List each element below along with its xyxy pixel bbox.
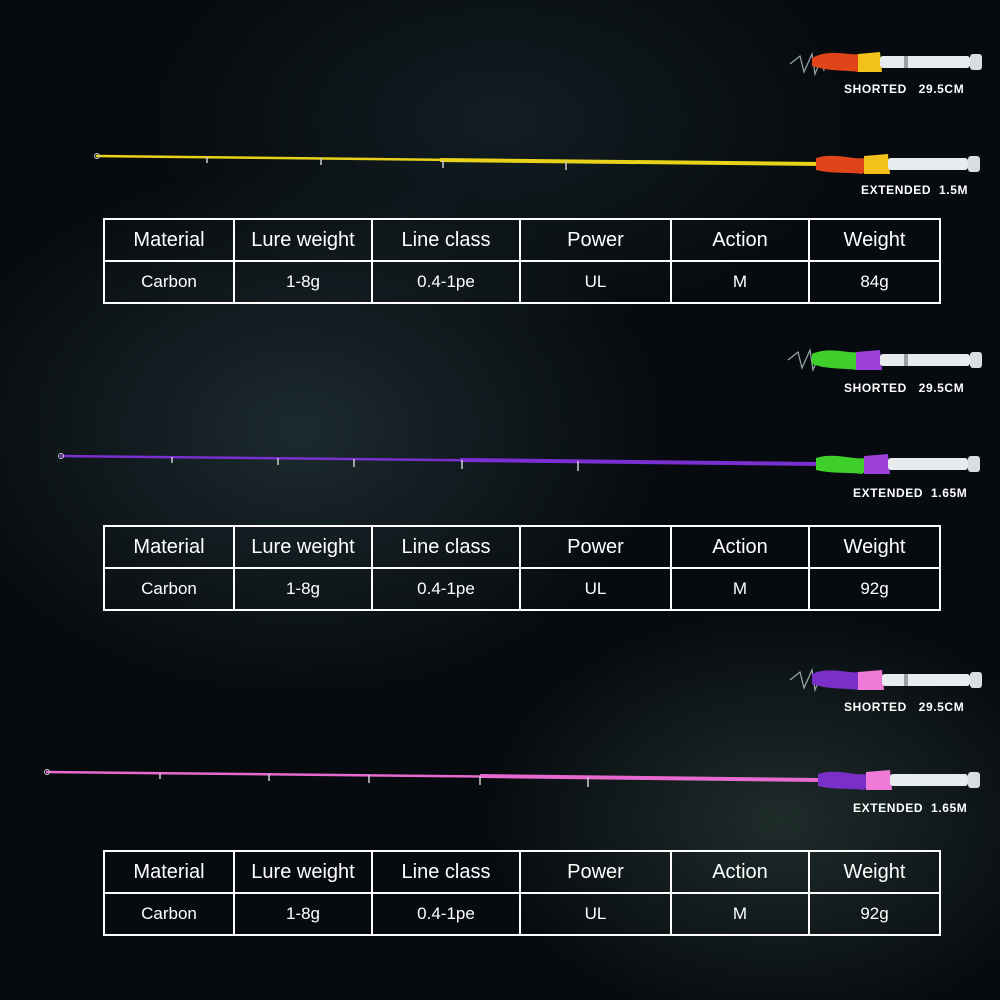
header-material: Material xyxy=(103,218,235,262)
header-power: Power xyxy=(519,850,672,894)
rod-3-spec-table: Material Lure weight Line class Power Ac… xyxy=(103,850,941,936)
header-action: Action xyxy=(670,850,810,894)
rod-section-2: SHORTED 29.5CM EXTENDED 1.65M Material L… xyxy=(58,347,982,611)
value-lure-weight: 1-8g xyxy=(233,567,373,611)
rod-1-shorted-label: SHORTED 29.5CM xyxy=(844,82,965,96)
header-material: Material xyxy=(103,850,235,894)
value-line-class: 0.4-1pe xyxy=(371,260,521,304)
rod-2-illustration xyxy=(58,347,982,474)
spec-value-row: Carbon 1-8g 0.4-1pe UL M 92g xyxy=(103,892,941,936)
spec-value-row: Carbon 1-8g 0.4-1pe UL M 84g xyxy=(103,260,941,304)
spec-value-row: Carbon 1-8g 0.4-1pe UL M 92g xyxy=(103,567,941,611)
header-material: Material xyxy=(103,525,235,569)
rod-2-extended-image xyxy=(58,453,980,474)
value-material: Carbon xyxy=(103,260,235,304)
rod-3-illustration xyxy=(44,667,982,790)
rod-3-extended-label: EXTENDED 1.65M xyxy=(853,801,968,815)
value-weight: 92g xyxy=(808,892,941,936)
header-lure-weight: Lure weight xyxy=(233,218,373,262)
rod-1-spec-table: Material Lure weight Line class Power Ac… xyxy=(103,218,941,304)
rod-1-extended-label: EXTENDED 1.5M xyxy=(861,183,969,197)
rod-1-shorted-image xyxy=(789,51,982,77)
rod-1-illustration xyxy=(94,51,982,174)
header-lure-weight: Lure weight xyxy=(233,525,373,569)
value-power: UL xyxy=(519,567,672,611)
value-material: Carbon xyxy=(103,892,235,936)
value-weight: 92g xyxy=(808,567,941,611)
spec-header-row: Material Lure weight Line class Power Ac… xyxy=(103,218,941,262)
value-lure-weight: 1-8g xyxy=(233,892,373,936)
header-weight: Weight xyxy=(808,525,941,569)
header-power: Power xyxy=(519,218,672,262)
value-weight: 84g xyxy=(808,260,941,304)
value-power: UL xyxy=(519,892,672,936)
rod-2-shorted-label: SHORTED 29.5CM xyxy=(844,381,965,395)
header-lure-weight: Lure weight xyxy=(233,850,373,894)
header-weight: Weight xyxy=(808,218,941,262)
header-weight: Weight xyxy=(808,850,941,894)
value-action: M xyxy=(670,260,810,304)
header-line-class: Line class xyxy=(371,850,521,894)
value-line-class: 0.4-1pe xyxy=(371,892,521,936)
value-material: Carbon xyxy=(103,567,235,611)
rod-2-shorted-image xyxy=(787,347,982,373)
rod-2-extended-label: EXTENDED 1.65M xyxy=(853,486,968,500)
value-line-class: 0.4-1pe xyxy=(371,567,521,611)
rod-section-3: SHORTED 29.5CM EXTENDED 1.65M Material L… xyxy=(44,667,982,936)
rod-2-spec-table: Material Lure weight Line class Power Ac… xyxy=(103,525,941,611)
value-action: M xyxy=(670,567,810,611)
header-line-class: Line class xyxy=(371,525,521,569)
spec-header-row: Material Lure weight Line class Power Ac… xyxy=(103,850,941,894)
header-power: Power xyxy=(519,525,672,569)
value-lure-weight: 1-8g xyxy=(233,260,373,304)
rod-3-extended-image xyxy=(44,769,980,790)
rod-3-shorted-label: SHORTED 29.5CM xyxy=(844,700,965,714)
rod-section-1: SHORTED 29.5CM EXTENDED 1.5M Material Lu… xyxy=(0,0,1000,310)
rod-1-extended-image xyxy=(94,153,980,174)
header-action: Action xyxy=(670,525,810,569)
header-action: Action xyxy=(670,218,810,262)
spec-header-row: Material Lure weight Line class Power Ac… xyxy=(103,525,941,569)
value-power: UL xyxy=(519,260,672,304)
rod-3-shorted-image xyxy=(789,667,982,693)
value-action: M xyxy=(670,892,810,936)
header-line-class: Line class xyxy=(371,218,521,262)
